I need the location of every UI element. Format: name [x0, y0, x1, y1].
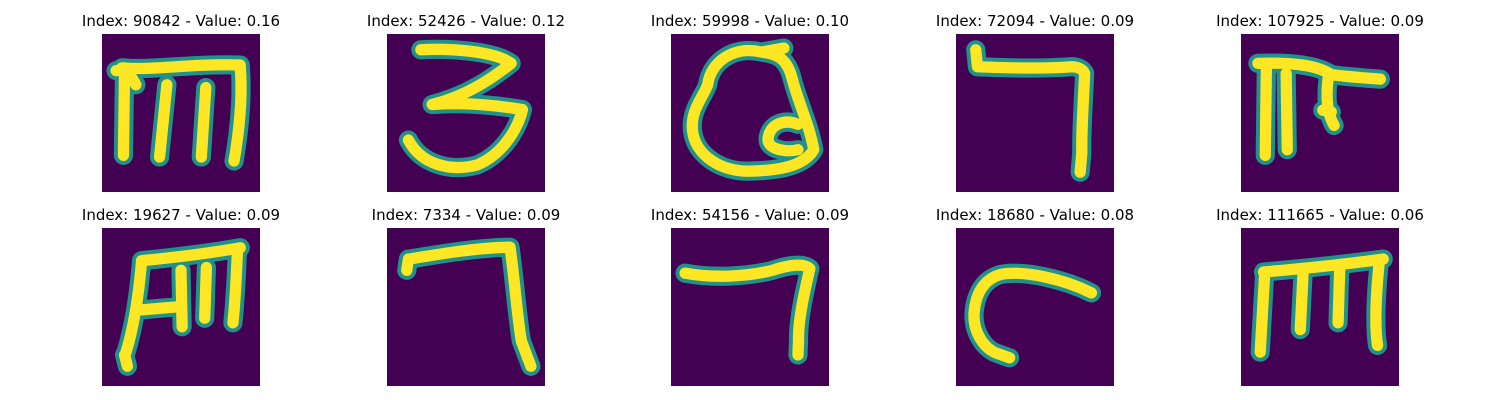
- digit-image: [671, 34, 829, 192]
- glyph-strokes: [1250, 249, 1393, 362]
- panel-title: Index: 52426 - Value: 0.12: [366, 12, 566, 30]
- panel-title: Index: 72094 - Value: 0.09: [935, 12, 1135, 30]
- panel-title: Index: 7334 - Value: 0.09: [371, 206, 561, 224]
- digit-image: [1241, 34, 1399, 192]
- panel-title: Index: 90842 - Value: 0.16: [81, 12, 281, 30]
- glyph-strokes: [114, 238, 250, 376]
- glyph-strokes: [398, 39, 533, 178]
- digit-image: [102, 228, 260, 386]
- panel-title: Index: 107925 - Value: 0.09: [1216, 12, 1424, 30]
- digit-image: [1241, 228, 1399, 386]
- glyph-strokes: [106, 55, 251, 171]
- digit-image: [387, 228, 545, 386]
- glyph-strokes: [966, 40, 1095, 182]
- glyph-strokes: [397, 237, 541, 376]
- digit-image: [102, 34, 260, 192]
- panel-title: Index: 111665 - Value: 0.06: [1216, 206, 1424, 224]
- panel-title: Index: 59998 - Value: 0.10: [650, 12, 850, 30]
- digit-image: [387, 34, 545, 192]
- digit-image: [956, 34, 1114, 192]
- panel-title: Index: 54156 - Value: 0.09: [650, 206, 850, 224]
- glyph-strokes: [682, 38, 824, 181]
- panel-title: Index: 19627 - Value: 0.09: [81, 206, 281, 224]
- glyph-strokes: [1248, 53, 1390, 165]
- digit-image: [956, 228, 1114, 386]
- glyph-strokes: [675, 255, 820, 365]
- glyph-strokes: [964, 263, 1102, 368]
- digit-image: [671, 228, 829, 386]
- panel-title: Index: 18680 - Value: 0.08: [935, 206, 1135, 224]
